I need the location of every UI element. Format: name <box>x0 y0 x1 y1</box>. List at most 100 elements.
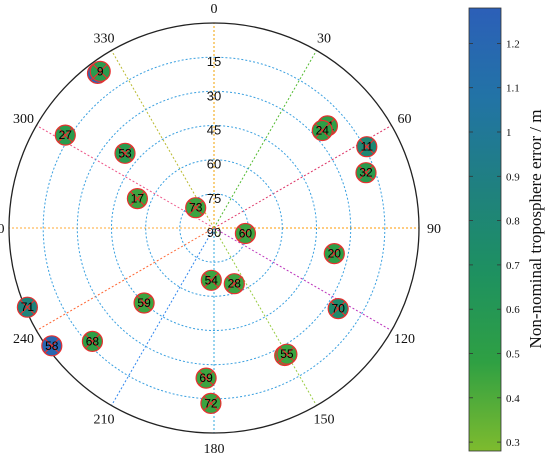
colorbar-tick-label-0.6: 0.6 <box>506 304 520 316</box>
satellite-label-32: 32 <box>359 166 373 180</box>
satellite-cross-71 <box>19 299 35 315</box>
satellite-label-24: 24 <box>316 124 330 138</box>
azimuth-label-240: 240 <box>13 332 34 347</box>
satellite-53: 53 <box>114 142 136 164</box>
satellite-cross-72 <box>203 395 219 411</box>
colorbar-label: Non-nominal troposphere error / m <box>526 110 545 349</box>
satellite-59: 59 <box>133 292 155 314</box>
elevation-label-75: 75 <box>207 191 221 206</box>
colorbar-tick-label-0.3: 0.3 <box>506 437 520 449</box>
satellite-55: 55 <box>276 343 298 365</box>
satellite-9: 9 <box>89 60 111 83</box>
satellite-cross-27 <box>57 127 73 143</box>
satellite-cross-55 <box>279 346 295 362</box>
satellite-24: 24 <box>311 119 333 142</box>
elevation-tick-labels: 15 30 45 60 75 90 <box>207 54 221 240</box>
azimuth-tick-labels: 0 30 60 90 120 150 180 210 240 270 300 330 <box>0 2 441 456</box>
elevation-label-90: 90 <box>207 225 221 240</box>
satellite-20: 20 <box>323 243 345 265</box>
azimuth-label-120: 120 <box>394 332 415 347</box>
satellite-label-71: 71 <box>21 300 35 314</box>
satellite-17: 17 <box>126 188 148 210</box>
satellite-cross-32 <box>358 165 374 181</box>
satellite-cross-70 <box>330 301 346 317</box>
colorbar-tick-label-0.7: 0.7 <box>506 260 520 272</box>
colorbar-tick-label-0.5: 0.5 <box>506 349 520 361</box>
elevation-label-15: 15 <box>207 54 221 69</box>
satellite-cross-28 <box>226 276 242 292</box>
elevation-label-30: 30 <box>207 88 221 103</box>
satellite-cross-58 <box>44 338 60 354</box>
satellite-cross-20 <box>326 246 342 262</box>
satellite-label-73: 73 <box>189 201 203 215</box>
satellite-cross-73 <box>188 200 204 216</box>
azimuth-label-90: 90 <box>427 222 441 237</box>
satellite-cross-60 <box>237 226 253 241</box>
satellite-label-9: 9 <box>97 64 104 78</box>
azimuth-label-150: 150 <box>314 413 335 428</box>
satellite-32: 32 <box>355 162 377 184</box>
satellite-cross-54 <box>203 272 219 288</box>
colorbar-tick-label-1: 1 <box>506 127 512 139</box>
satellite-70: 70 <box>327 298 349 320</box>
elevation-label-45: 45 <box>207 123 221 138</box>
satellite-label-70: 70 <box>332 302 346 316</box>
satellite-label-54: 54 <box>205 273 219 287</box>
elevation-ring-60 <box>145 159 283 297</box>
azimuth-label-330: 330 <box>94 32 115 47</box>
colorbar-ticks: 0.3 0.4 0.5 0.6 0.7 0.8 0.9 1 1.1 1.2 <box>469 38 520 449</box>
satellite-68: 68 <box>81 330 104 352</box>
azimuth-label-60: 60 <box>398 112 412 127</box>
satellite-cross-24 <box>314 123 330 138</box>
satellite-cross-17 <box>129 191 145 207</box>
satellite-label-17: 17 <box>131 192 145 206</box>
satellite-label-60: 60 <box>239 227 253 241</box>
satellite-label-58: 58 <box>45 339 59 353</box>
satellite-54: 54 <box>200 269 222 291</box>
satellite-label-20: 20 <box>328 247 342 261</box>
satellite-label-59: 59 <box>137 296 151 310</box>
satellite-27: 27 <box>54 124 76 146</box>
azimuth-spoke-240 <box>36 227 215 331</box>
satellite-cross-9 <box>92 63 108 79</box>
satellite-72: 72 <box>200 392 222 414</box>
satellite-label-11: 11 <box>361 140 374 154</box>
azimuth-label-0: 0 <box>211 2 218 17</box>
satellite-label-69: 69 <box>199 371 213 385</box>
satellite-label-27: 27 <box>59 128 73 142</box>
satellite-58: 58 <box>41 335 63 357</box>
colorbar-tick-label-1.1: 1.1 <box>506 83 520 95</box>
colorbar-tick-label-0.9: 0.9 <box>506 171 520 183</box>
satellite-69: 69 <box>195 367 217 389</box>
satellite-cross-59 <box>136 295 152 311</box>
satellite-11: 11 <box>356 136 378 158</box>
elevation-ring-30 <box>76 90 352 366</box>
azimuth-label-180: 180 <box>204 442 225 456</box>
azimuth-label-270: 270 <box>0 222 5 237</box>
azimuth-label-30: 30 <box>317 32 331 47</box>
satellite-label-28: 28 <box>228 277 242 291</box>
azimuth-label-210: 210 <box>94 413 115 428</box>
azimuth-spoke-150 <box>213 227 317 406</box>
colorbar-tick-label-0.4: 0.4 <box>506 393 520 405</box>
satellite-cross-68 <box>84 333 100 349</box>
colorbar-tick-label-0.8: 0.8 <box>506 216 520 228</box>
colorbar <box>468 7 502 452</box>
satellite-71: 71 <box>16 296 38 318</box>
elevation-ring-45 <box>111 125 317 331</box>
satellite-cross-69 <box>198 370 214 386</box>
satellite-28: 28 <box>223 273 245 295</box>
colorbar-tick-label-1.2: 1.2 <box>506 38 520 50</box>
satellite-cross-53 <box>117 145 133 161</box>
satellite-73: 73 <box>185 197 207 219</box>
azimuth-label-300: 300 <box>13 112 34 127</box>
satellite-cross-11 <box>359 139 375 155</box>
satellite-60: 60 <box>234 222 256 245</box>
satellite-label-55: 55 <box>280 347 294 361</box>
satellite-label-72: 72 <box>204 396 218 410</box>
elevation-label-60: 60 <box>207 157 221 172</box>
satellite-label-53: 53 <box>118 146 132 160</box>
satellite-markers: 5292753177360612411322070675528546972596… <box>16 60 378 414</box>
satellite-label-68: 68 <box>86 334 100 348</box>
